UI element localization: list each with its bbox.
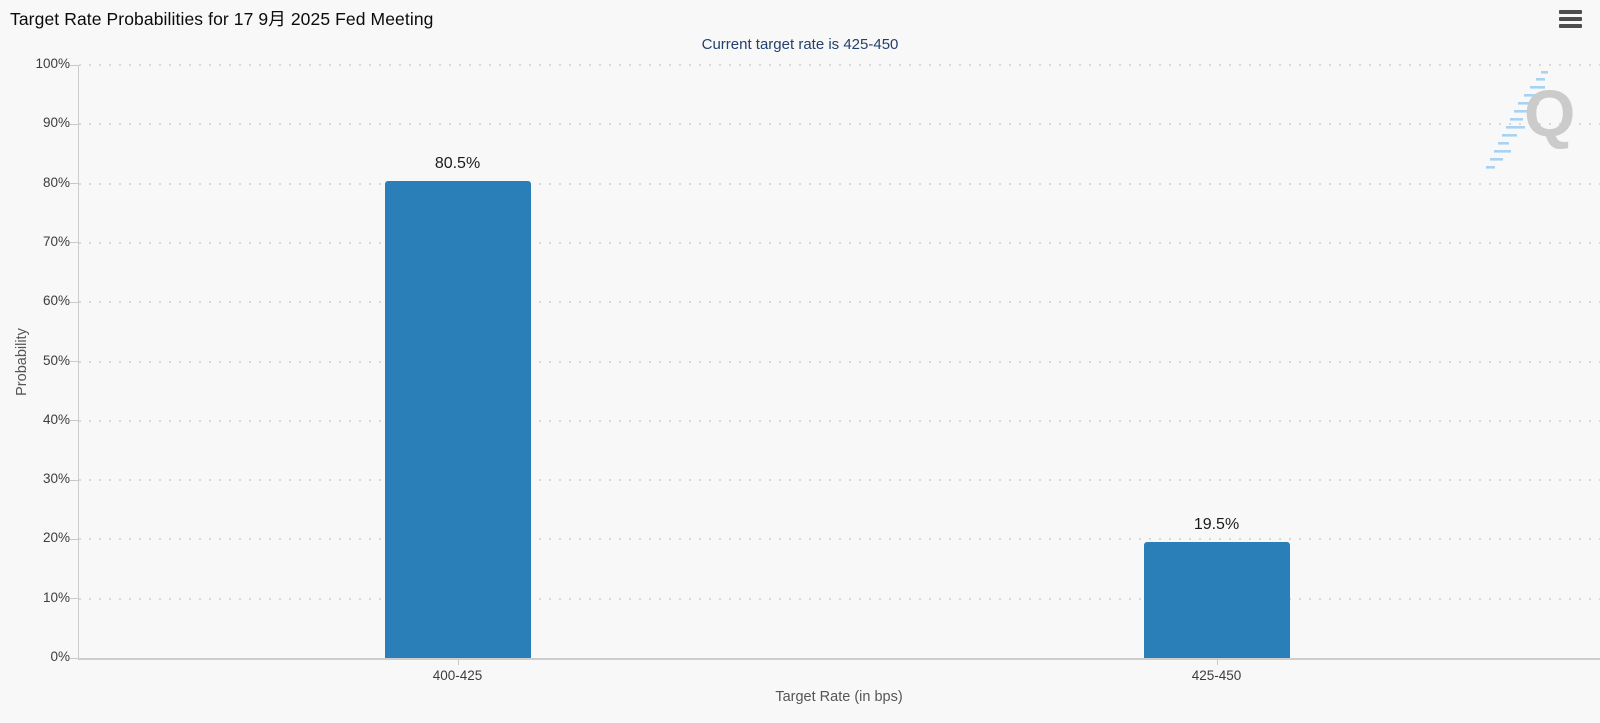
y-tick-mark [70, 538, 78, 540]
x-category-label: 400-425 [432, 668, 483, 683]
y-tick-mark [70, 657, 78, 659]
y-tick-label: 90% [42, 115, 70, 131]
gridline [79, 419, 1600, 422]
y-tick-mark [70, 123, 78, 125]
y-tick-label: 30% [42, 471, 70, 487]
gridline [79, 538, 1600, 541]
bar-value-label: 80.5% [434, 154, 481, 172]
y-tick-label: 80% [42, 174, 70, 190]
y-tick-mark [70, 479, 78, 481]
y-tick-label: 10% [42, 589, 70, 605]
watermark-stripes-icon [1486, 71, 1548, 169]
gridline [79, 64, 1600, 66]
y-axis-line [78, 65, 79, 658]
y-tick-mark [70, 242, 78, 244]
watermark-q-letter: Q [1524, 76, 1576, 150]
page-title: Target Rate Probabilities for 17 9月 2025… [10, 9, 434, 29]
y-tick-mark [70, 361, 78, 362]
gridline [79, 182, 1600, 185]
bar-400-425[interactable] [384, 180, 531, 658]
y-tick-label: 70% [42, 233, 70, 249]
quandl-watermark: Q [1478, 62, 1598, 177]
x-axis-title: Target Rate (in bps) [775, 689, 903, 705]
x-tick-mark [457, 658, 459, 665]
y-tick-mark [70, 420, 78, 422]
gridline [79, 360, 1600, 363]
chart-subtitle: Current target rate is 425-450 [701, 36, 899, 53]
gridline [79, 241, 1600, 244]
bar-value-label: 19.5% [1193, 516, 1240, 534]
y-tick-label: 20% [42, 530, 70, 546]
x-axis-line [78, 658, 1600, 660]
y-tick-label: 0% [50, 649, 70, 664]
y-tick-mark [70, 301, 78, 303]
y-tick-label: 100% [35, 56, 70, 71]
y-tick-label: 40% [42, 411, 70, 427]
gridline [79, 479, 1600, 482]
hamburger-menu-button[interactable] [1558, 9, 1584, 29]
bar-425-450[interactable] [1143, 542, 1290, 658]
x-category-label: 425-450 [1191, 668, 1242, 683]
gridline [79, 301, 1600, 304]
y-axis-title: Probability [14, 328, 30, 396]
y-tick-label: 60% [42, 293, 70, 309]
y-tick-label: 50% [42, 352, 70, 368]
hamburger-icon [1559, 10, 1582, 14]
y-tick-mark [70, 598, 78, 600]
gridline [79, 597, 1600, 600]
gridline [79, 123, 1600, 126]
x-tick-mark [1216, 658, 1218, 665]
y-tick-mark [70, 64, 78, 66]
y-tick-mark [70, 183, 78, 185]
hamburger-icon [1559, 24, 1582, 28]
hamburger-icon [1559, 17, 1582, 21]
